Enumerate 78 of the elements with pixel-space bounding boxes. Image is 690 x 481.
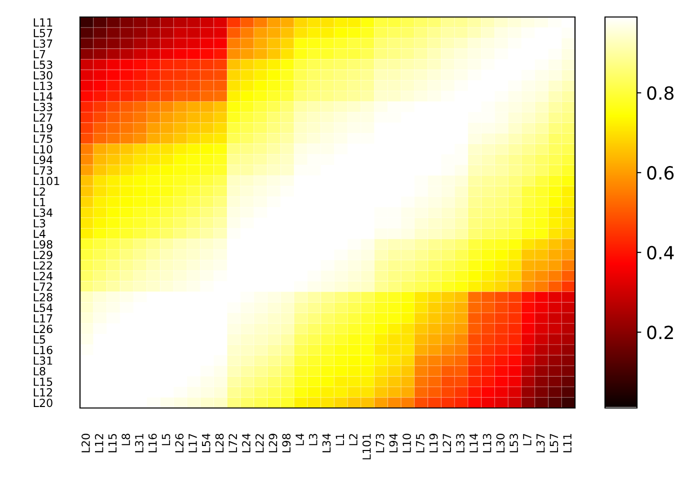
x-tick-label: L57 — [550, 434, 558, 452]
y-tick-label: L30 — [34, 71, 52, 80]
y-tick-label: L33 — [34, 102, 52, 112]
y-tick-label: L101 — [34, 176, 60, 186]
x-tick-label: L24 — [242, 434, 250, 452]
x-tick-label: L30 — [496, 434, 505, 452]
x-tick-label: L14 — [470, 434, 478, 452]
x-tick-label: L1 — [336, 434, 344, 446]
x-tick-label: L28 — [215, 434, 224, 452]
y-tick-label: L12 — [34, 388, 52, 396]
y-tick-label: L98 — [34, 240, 52, 249]
y-tick-label: L20 — [34, 398, 52, 408]
x-tick-label: L12 — [94, 434, 104, 452]
y-tick-label: L13 — [34, 82, 52, 90]
x-tick-label: L53 — [510, 434, 518, 452]
x-tick-label: L31 — [135, 434, 144, 452]
x-tick-label: L54 — [202, 434, 210, 452]
y-tick-label: L26 — [34, 324, 52, 334]
y-tick-label: L34 — [34, 208, 52, 217]
x-tick-label: L73 — [376, 434, 384, 452]
y-tick-label: L1 — [34, 198, 46, 206]
y-tick-label: L8 — [34, 366, 46, 376]
x-tick-label: L11 — [563, 434, 572, 452]
y-tick-label: L57 — [34, 28, 52, 38]
x-tick-label: L5 — [162, 434, 170, 446]
x-tick-label: L13 — [482, 434, 492, 452]
x-tick-label: L37 — [536, 434, 545, 452]
y-tick-label: L4 — [34, 230, 46, 238]
x-tick-label: L26 — [175, 434, 184, 452]
y-tick-label: L94 — [34, 156, 52, 164]
x-tick-label: L15 — [108, 434, 117, 452]
color-bar-label: 0.8 — [647, 86, 674, 100]
y-tick-label: L73 — [34, 166, 52, 175]
x-tick-label: L101 — [362, 434, 371, 460]
y-tick-label: L24 — [34, 272, 52, 280]
x-tick-label: L4 — [296, 434, 304, 446]
y-tick-label: L27 — [34, 113, 52, 122]
x-tick-label: L34 — [322, 434, 331, 452]
y-tick-label: L37 — [34, 39, 52, 48]
y-tick-label: L3 — [34, 219, 46, 228]
x-tick-label: L16 — [148, 434, 157, 452]
y-tick-label: L53 — [34, 60, 52, 69]
x-tick-label: L19 — [429, 434, 438, 452]
color-bar-label: 0.4 — [647, 246, 674, 260]
y-tick-label: L7 — [34, 50, 46, 58]
x-tick-label: L10 — [402, 434, 411, 452]
y-tick-label: L22 — [34, 261, 52, 270]
x-tick-label: L7 — [523, 434, 532, 446]
x-tick-label: L75 — [416, 434, 424, 452]
y-tick-label: L11 — [34, 18, 52, 27]
x-tick-label: L3 — [308, 434, 318, 446]
y-tick-label: L31 — [34, 356, 52, 365]
x-tick-label: L20 — [82, 434, 90, 452]
x-tick-label: L72 — [228, 434, 237, 452]
y-tick-label: L15 — [34, 378, 52, 386]
x-tick-label: L33 — [456, 434, 465, 452]
y-tick-label: L16 — [34, 346, 52, 354]
y-tick-label: L2 — [34, 187, 45, 196]
y-tick-label: L19 — [34, 124, 52, 132]
y-tick-label: L17 — [34, 314, 52, 322]
x-tick-label: L29 — [268, 434, 278, 452]
y-tick-label: L54 — [34, 304, 52, 312]
y-tick-label: L72 — [34, 282, 52, 291]
x-tick-label: L17 — [188, 434, 197, 452]
x-tick-label: L2 — [349, 434, 358, 446]
y-tick-label: L5 — [34, 335, 46, 344]
y-tick-label: L28 — [34, 293, 52, 302]
y-tick-label: L10 — [34, 145, 52, 154]
x-tick-label: L98 — [282, 434, 291, 452]
x-tick-label: L27 — [442, 434, 451, 452]
x-tick-label: L8 — [122, 434, 130, 446]
x-tick-label: L22 — [255, 434, 264, 452]
color-bar-label: 0.2 — [647, 326, 673, 340]
y-tick-label: L75 — [34, 134, 52, 143]
x-tick-label: L94 — [389, 434, 398, 452]
y-tick-label: L29 — [34, 250, 52, 260]
y-tick-label: L14 — [34, 92, 52, 100]
color-bar-label: 0.6 — [647, 166, 674, 180]
